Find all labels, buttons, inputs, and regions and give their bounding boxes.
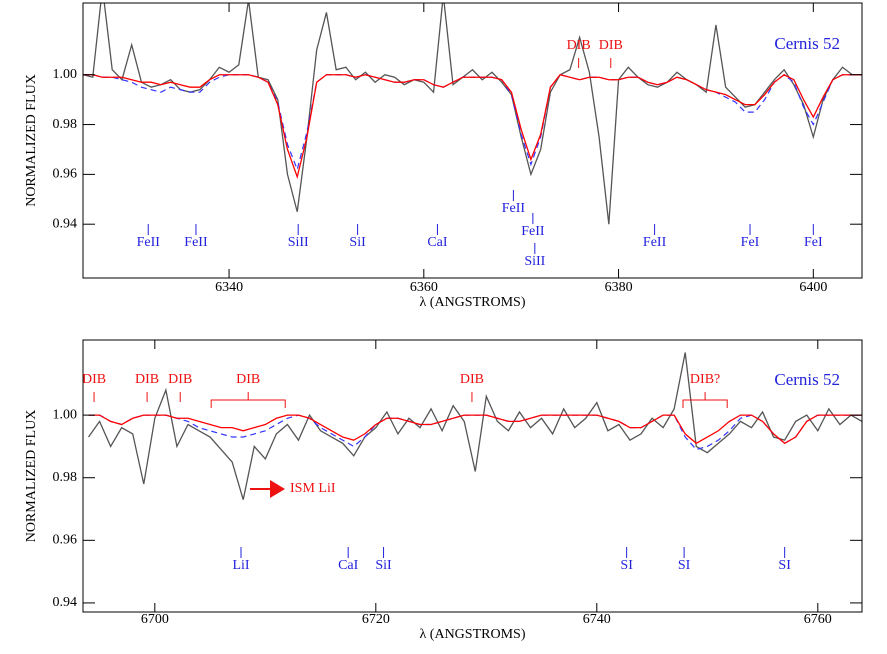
annotation-bracket [210, 392, 286, 408]
annotation-label: DIB [567, 38, 591, 53]
x-tick-label: 6340 [215, 280, 243, 295]
x-tick-label: 6380 [605, 280, 633, 295]
annotation-label: CaI [427, 235, 448, 250]
x-tick-label: 6360 [410, 280, 438, 295]
y-tick-label: 0.94 [53, 216, 78, 231]
panel-title: Cernis 52 [774, 370, 840, 389]
annotation-label: FeI [804, 235, 823, 250]
x-axis-title: λ (ANGSTROMS) [420, 295, 526, 310]
plot-frame [82, 2, 863, 279]
annotation-label: FeII [502, 201, 526, 216]
annotation-label: SiI [375, 558, 392, 573]
annotation-label: DIB [82, 372, 106, 387]
plot-frame [82, 339, 863, 613]
x-tick-label: 6740 [583, 612, 611, 627]
annotation-label: CaI [338, 558, 359, 573]
y-tick-label: 1.00 [53, 67, 78, 82]
annotation-bracket [682, 392, 728, 408]
annotation-label: SiI [349, 235, 366, 250]
annotation-label: SI [678, 558, 691, 573]
annotation-label: DIB [460, 372, 484, 387]
annotation-label: LiI [232, 558, 249, 573]
spectrum-line [88, 414, 862, 451]
y-axis-title: NORMALIZED FLUX [24, 410, 39, 543]
annotation-label: DIB [135, 372, 159, 387]
annotation-label: DIB [236, 372, 260, 387]
x-tick-label: 6720 [362, 612, 390, 627]
annotation-label: DIB? [690, 372, 720, 387]
annotation-label: FeI [741, 235, 760, 250]
annotation-label: DIB [599, 38, 623, 53]
spectrum-line [88, 414, 862, 445]
annotation-label: SiII [524, 254, 545, 269]
y-tick-label: 0.96 [53, 533, 78, 548]
annotation-label: SI [620, 558, 633, 573]
y-tick-label: 0.96 [53, 167, 78, 182]
x-axis-title: λ (ANGSTROMS) [420, 627, 526, 642]
x-tick-label: 6400 [799, 280, 827, 295]
annotation-label: FeII [643, 235, 667, 250]
annotation-label: FeII [184, 235, 208, 250]
spectrum-line [83, 3, 862, 225]
y-tick-label: 0.98 [53, 470, 78, 485]
spectrum-line [83, 73, 862, 180]
arrow-head [270, 480, 285, 498]
x-tick-label: 6700 [141, 612, 169, 627]
y-tick-label: 0.98 [53, 117, 78, 132]
annotation-label: SiII [288, 235, 309, 250]
x-tick-label: 6760 [804, 612, 832, 627]
annotation-label: DIB [168, 372, 192, 387]
panel-title: Cernis 52 [774, 34, 840, 53]
annotation-label: FeII [137, 235, 161, 250]
annotation-label: FeII [521, 224, 545, 239]
y-axis-title: NORMALIZED FLUX [24, 74, 39, 207]
annotation-label: SI [778, 558, 791, 573]
y-tick-label: 1.00 [53, 407, 78, 422]
spectrum-line [87, 352, 862, 500]
y-tick-label: 0.94 [53, 595, 78, 610]
annotation-note: ISM LiI [290, 481, 336, 496]
